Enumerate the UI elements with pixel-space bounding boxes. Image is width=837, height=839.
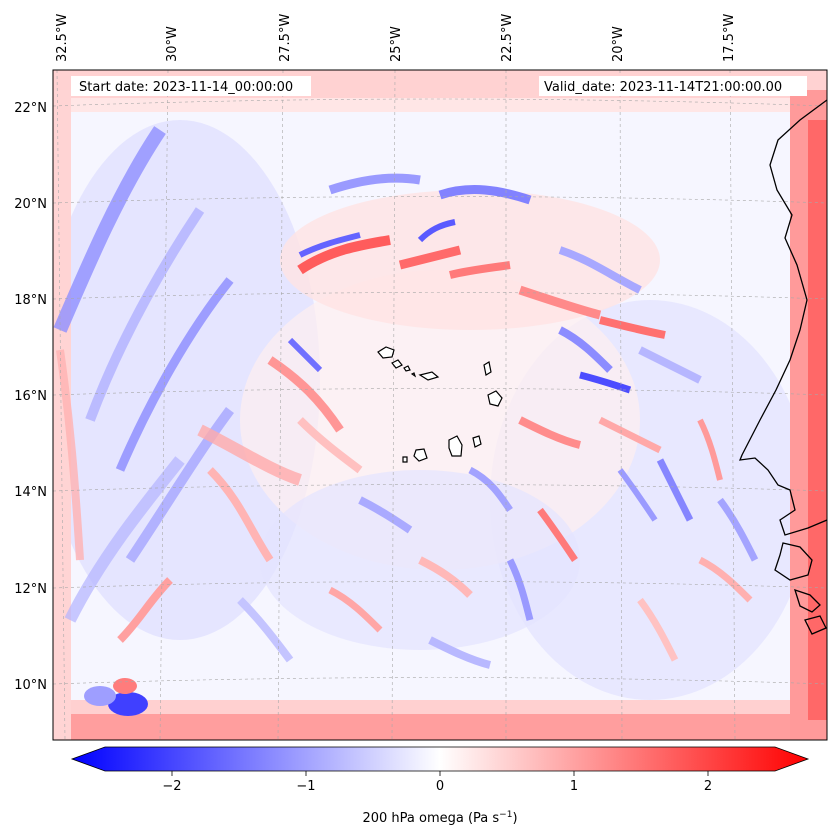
lat-label: 14°N	[14, 485, 47, 500]
lat-label: 10°N	[14, 678, 47, 693]
lon-label: 27.5°W	[278, 14, 293, 62]
lat-label: 12°N	[14, 582, 47, 597]
colorbar-label: 200 hPa omega (Pa s−1)	[362, 810, 517, 826]
start-date-text: Start date: 2023-11-14_00:00:00	[79, 80, 293, 95]
colorbar-tick-label: −1	[296, 779, 315, 794]
lat-label: 18°N	[14, 293, 47, 308]
cape-verde-islands	[377, 346, 503, 463]
colorbar-tick-label: 1	[570, 779, 578, 794]
latitude-labels: 22°N 20°N 18°N 16°N 14°N 12°N 10°N	[14, 101, 47, 693]
start-date-box	[71, 76, 311, 96]
colorbar-ticks	[171, 771, 709, 776]
valid-date-box	[539, 76, 807, 96]
lat-label: 22°N	[14, 101, 47, 116]
lon-label: 32.5°W	[55, 14, 70, 62]
lon-label: 25°W	[389, 26, 404, 62]
lon-label: 20°W	[611, 26, 626, 62]
lat-label: 16°N	[14, 389, 47, 404]
valid-date-text: Valid_date: 2023-11-14T21:00:00.00	[544, 80, 782, 95]
lon-label: 30°W	[165, 26, 180, 62]
colorbar-tick-label: 2	[704, 779, 712, 794]
lon-label: 17.5°W	[722, 14, 737, 62]
lat-label: 20°N	[14, 197, 47, 212]
colorbar-tick-label: −2	[162, 779, 181, 794]
colorbar: −2 −1 0 1 2 200 hPa omega (Pa s−1)	[70, 746, 810, 826]
longitude-labels: 32.5°W 30°W 27.5°W 25°W 22.5°W 20°W 17.5…	[55, 14, 737, 62]
coastline	[738, 99, 827, 635]
lon-label: 22.5°W	[500, 14, 515, 62]
map-frame	[52, 69, 828, 741]
colorbar-bar	[70, 746, 810, 772]
graticule	[53, 70, 827, 740]
colorbar-tick-label: 0	[436, 779, 444, 794]
